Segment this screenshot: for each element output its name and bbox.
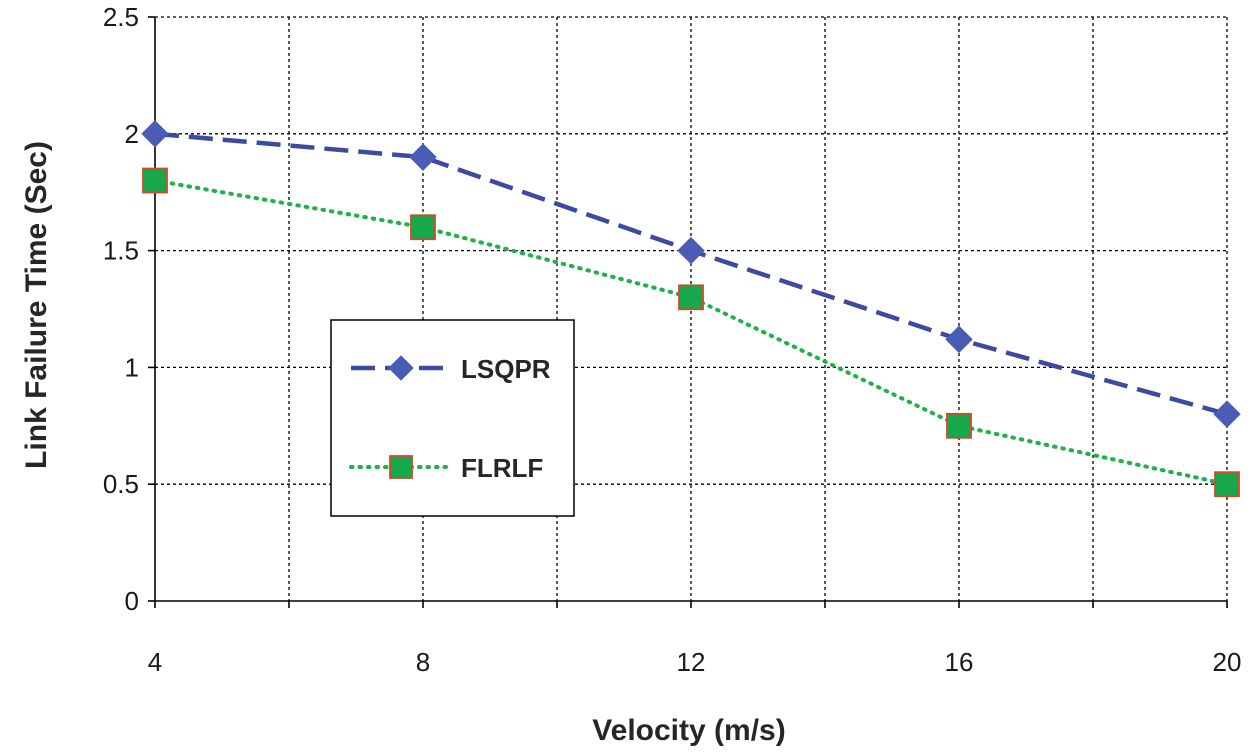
legend-item-flrlf: FLRLF (349, 453, 543, 483)
series-flrlf-line (153, 178, 1229, 487)
series-layer (141, 120, 1241, 498)
series-flrlf-point (142, 167, 168, 194)
series-lsqpr-point (1213, 400, 1241, 428)
series-flrlf-point (1214, 471, 1240, 498)
legend-item-lsqpr: LSQPR (351, 354, 551, 384)
x-tick-label: 12 (677, 647, 706, 677)
y-axis-ticks: 0 0.5 1 1.5 2 2.5 (103, 2, 155, 616)
series-flrlf (142, 167, 1240, 498)
legend: LSQPR FLRLF (330, 319, 575, 517)
legend-box (330, 319, 575, 517)
series-lsqpr (141, 120, 1241, 428)
legend-label: FLRLF (461, 453, 543, 483)
y-tick-label: 2.5 (103, 2, 139, 32)
y-axis-title: Link Failure Time (Sec) (20, 141, 53, 469)
series-flrlf-point (678, 284, 704, 311)
series-lsqpr-point (945, 325, 973, 354)
x-axis-ticks: 4 8 12 16 20 (148, 601, 1242, 677)
x-tick-label: 8 (416, 647, 430, 677)
y-tick-label: 1 (125, 352, 139, 382)
series-lsqpr-point (677, 236, 705, 265)
series-flrlf-point (410, 214, 436, 241)
x-tick-label: 4 (148, 647, 162, 677)
y-tick-label: 0 (125, 586, 139, 616)
series-lsqpr-point (141, 120, 169, 148)
x-tick-label: 20 (1213, 647, 1242, 677)
x-tick-label: 16 (945, 647, 974, 677)
legend-label: LSQPR (461, 354, 551, 384)
legend-swatch-marker (388, 355, 414, 381)
x-axis-title: Velocity (m/s) (592, 714, 785, 747)
y-tick-label: 0.5 (103, 469, 139, 499)
y-tick-label: 2 (125, 119, 139, 149)
series-flrlf-point (946, 412, 972, 439)
y-tick-label: 1.5 (103, 236, 139, 266)
series-lsqpr-point (409, 143, 437, 171)
legend-swatch-marker (389, 455, 413, 479)
legend-items: LSQPR FLRLF (349, 354, 551, 483)
